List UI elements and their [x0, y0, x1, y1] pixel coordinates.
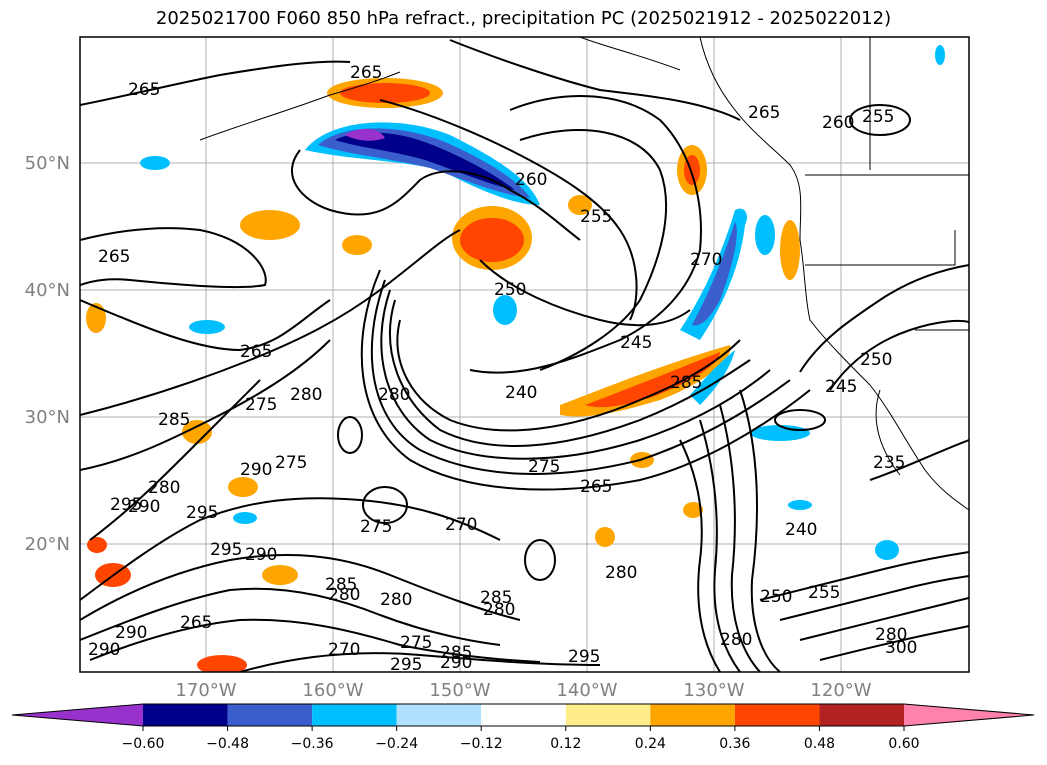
longitude-label: 150°W	[429, 680, 490, 701]
contour-label: 285	[480, 588, 512, 608]
contour-labels: 265 265 265 265 260 255 250 245 240 270 …	[88, 63, 917, 675]
colorbar-swatch	[481, 704, 566, 726]
longitude-axis: 170°W 160°W 150°W 140°W 130°W 120°W	[175, 680, 871, 701]
contour-label: 260	[822, 113, 854, 133]
colorbar: −0.60 −0.48 −0.36 −0.24 −0.12 0.12 0.24 0.36 0.4…	[11, 703, 1035, 752]
contour-label: 295	[110, 495, 142, 515]
contour-label: 275	[245, 395, 277, 415]
contour-label: 290	[115, 623, 147, 643]
colorbar-swatch	[396, 704, 482, 726]
refractivity-contours	[80, 39, 969, 672]
contour-label: 270	[445, 515, 477, 535]
contour-label: 265	[128, 80, 160, 100]
contour-label: 290	[88, 640, 120, 660]
plot-frame	[79, 36, 970, 673]
contour-label: 295	[390, 655, 422, 675]
contour-label: 295	[186, 503, 218, 523]
contour-label: 265	[240, 342, 272, 362]
contour-label: 245	[620, 333, 652, 353]
colorbar-tick-label: 0.36	[719, 736, 750, 752]
colorbar-tick-label: −0.12	[460, 736, 503, 752]
colorbar-swatch	[734, 704, 820, 726]
contour-label: 250	[760, 587, 792, 607]
latitude-label: 40°N	[25, 280, 70, 301]
contour-label: 265	[350, 63, 382, 83]
colorbar-tick-label: 0.12	[550, 736, 581, 752]
colorbar-swatch	[650, 704, 735, 726]
colorbar-tick-label: 0.60	[888, 736, 919, 752]
colorbar-swatch	[227, 704, 313, 726]
longitude-label: 160°W	[302, 680, 363, 701]
contour-label: 270	[690, 250, 722, 270]
contour-label: 265	[180, 613, 212, 633]
contour-label: 280	[378, 385, 410, 405]
latitude-label: 20°N	[25, 534, 70, 555]
contour-label: 300	[885, 638, 917, 658]
colorbar-tick-label: 0.48	[804, 736, 835, 752]
longitude-label: 140°W	[556, 680, 617, 701]
colorbar-tick-label: −0.36	[291, 736, 334, 752]
colorbar-swatch	[312, 704, 397, 726]
contour-label: 240	[785, 520, 817, 540]
longitude-label: 130°W	[683, 680, 744, 701]
plot-area	[80, 37, 969, 672]
contour-label: 275	[275, 453, 307, 473]
colorbar-swatch	[819, 704, 904, 726]
contour-label: 285	[158, 410, 190, 430]
contour-label: 280	[290, 385, 322, 405]
latitude-label: 30°N	[25, 407, 70, 428]
contour-label: 245	[825, 377, 857, 397]
contour-label: 265	[580, 477, 612, 497]
contour-label: 290	[440, 653, 472, 673]
contour-label: 275	[360, 517, 392, 537]
colorbar-extend-low	[12, 704, 143, 726]
contour-label: 235	[873, 453, 905, 473]
colorbar-extend-high	[904, 704, 1034, 726]
map-title: 2025021700 F060 850 hPa refract., precip…	[155, 8, 892, 29]
colorbar-swatch	[143, 704, 228, 726]
contour-label: 280	[328, 585, 360, 605]
contour-label: 250	[860, 350, 892, 370]
contour-label: 290	[245, 545, 277, 565]
contour-label: 280	[148, 478, 180, 498]
colorbar-swatch	[565, 704, 651, 726]
contour-label: 290	[240, 460, 272, 480]
latitude-label: 50°N	[25, 153, 70, 174]
contour-label: 240	[505, 383, 537, 403]
contour-label: 255	[580, 207, 612, 227]
colorbar-tick-label: −0.48	[206, 736, 249, 752]
coastlines	[199, 37, 969, 511]
contour-label: 255	[862, 107, 894, 127]
contour-label: 255	[808, 583, 840, 603]
contour-label: 260	[515, 170, 547, 190]
colorbar-tick-label: 0.24	[635, 736, 666, 752]
contour-label: 295	[210, 540, 242, 560]
contour-label: 280	[605, 563, 637, 583]
colorbar-tick-label: −0.60	[122, 736, 165, 752]
colorbar-tick-label: −0.24	[375, 736, 418, 752]
contour-label: 290	[128, 497, 160, 517]
contour-label: 285	[440, 643, 472, 663]
longitude-label: 120°W	[810, 680, 871, 701]
contour-label: 280	[483, 600, 515, 620]
contour-label: 280	[720, 630, 752, 650]
contour-label: 280	[380, 590, 412, 610]
latitude-axis: 50°N 40°N 30°N 20°N	[25, 153, 70, 555]
contour-label: 270	[328, 640, 360, 660]
longitude-label: 170°W	[175, 680, 236, 701]
contour-label: 265	[748, 103, 780, 123]
contour-label: 285	[325, 575, 357, 595]
contour-label: 275	[528, 457, 560, 477]
contour-label: 285	[670, 373, 702, 393]
contour-label: 265	[98, 247, 130, 267]
contour-label: 280	[875, 625, 907, 645]
contour-label: 295	[568, 647, 600, 667]
contour-label: 275	[400, 633, 432, 653]
contour-label: 250	[494, 280, 526, 300]
